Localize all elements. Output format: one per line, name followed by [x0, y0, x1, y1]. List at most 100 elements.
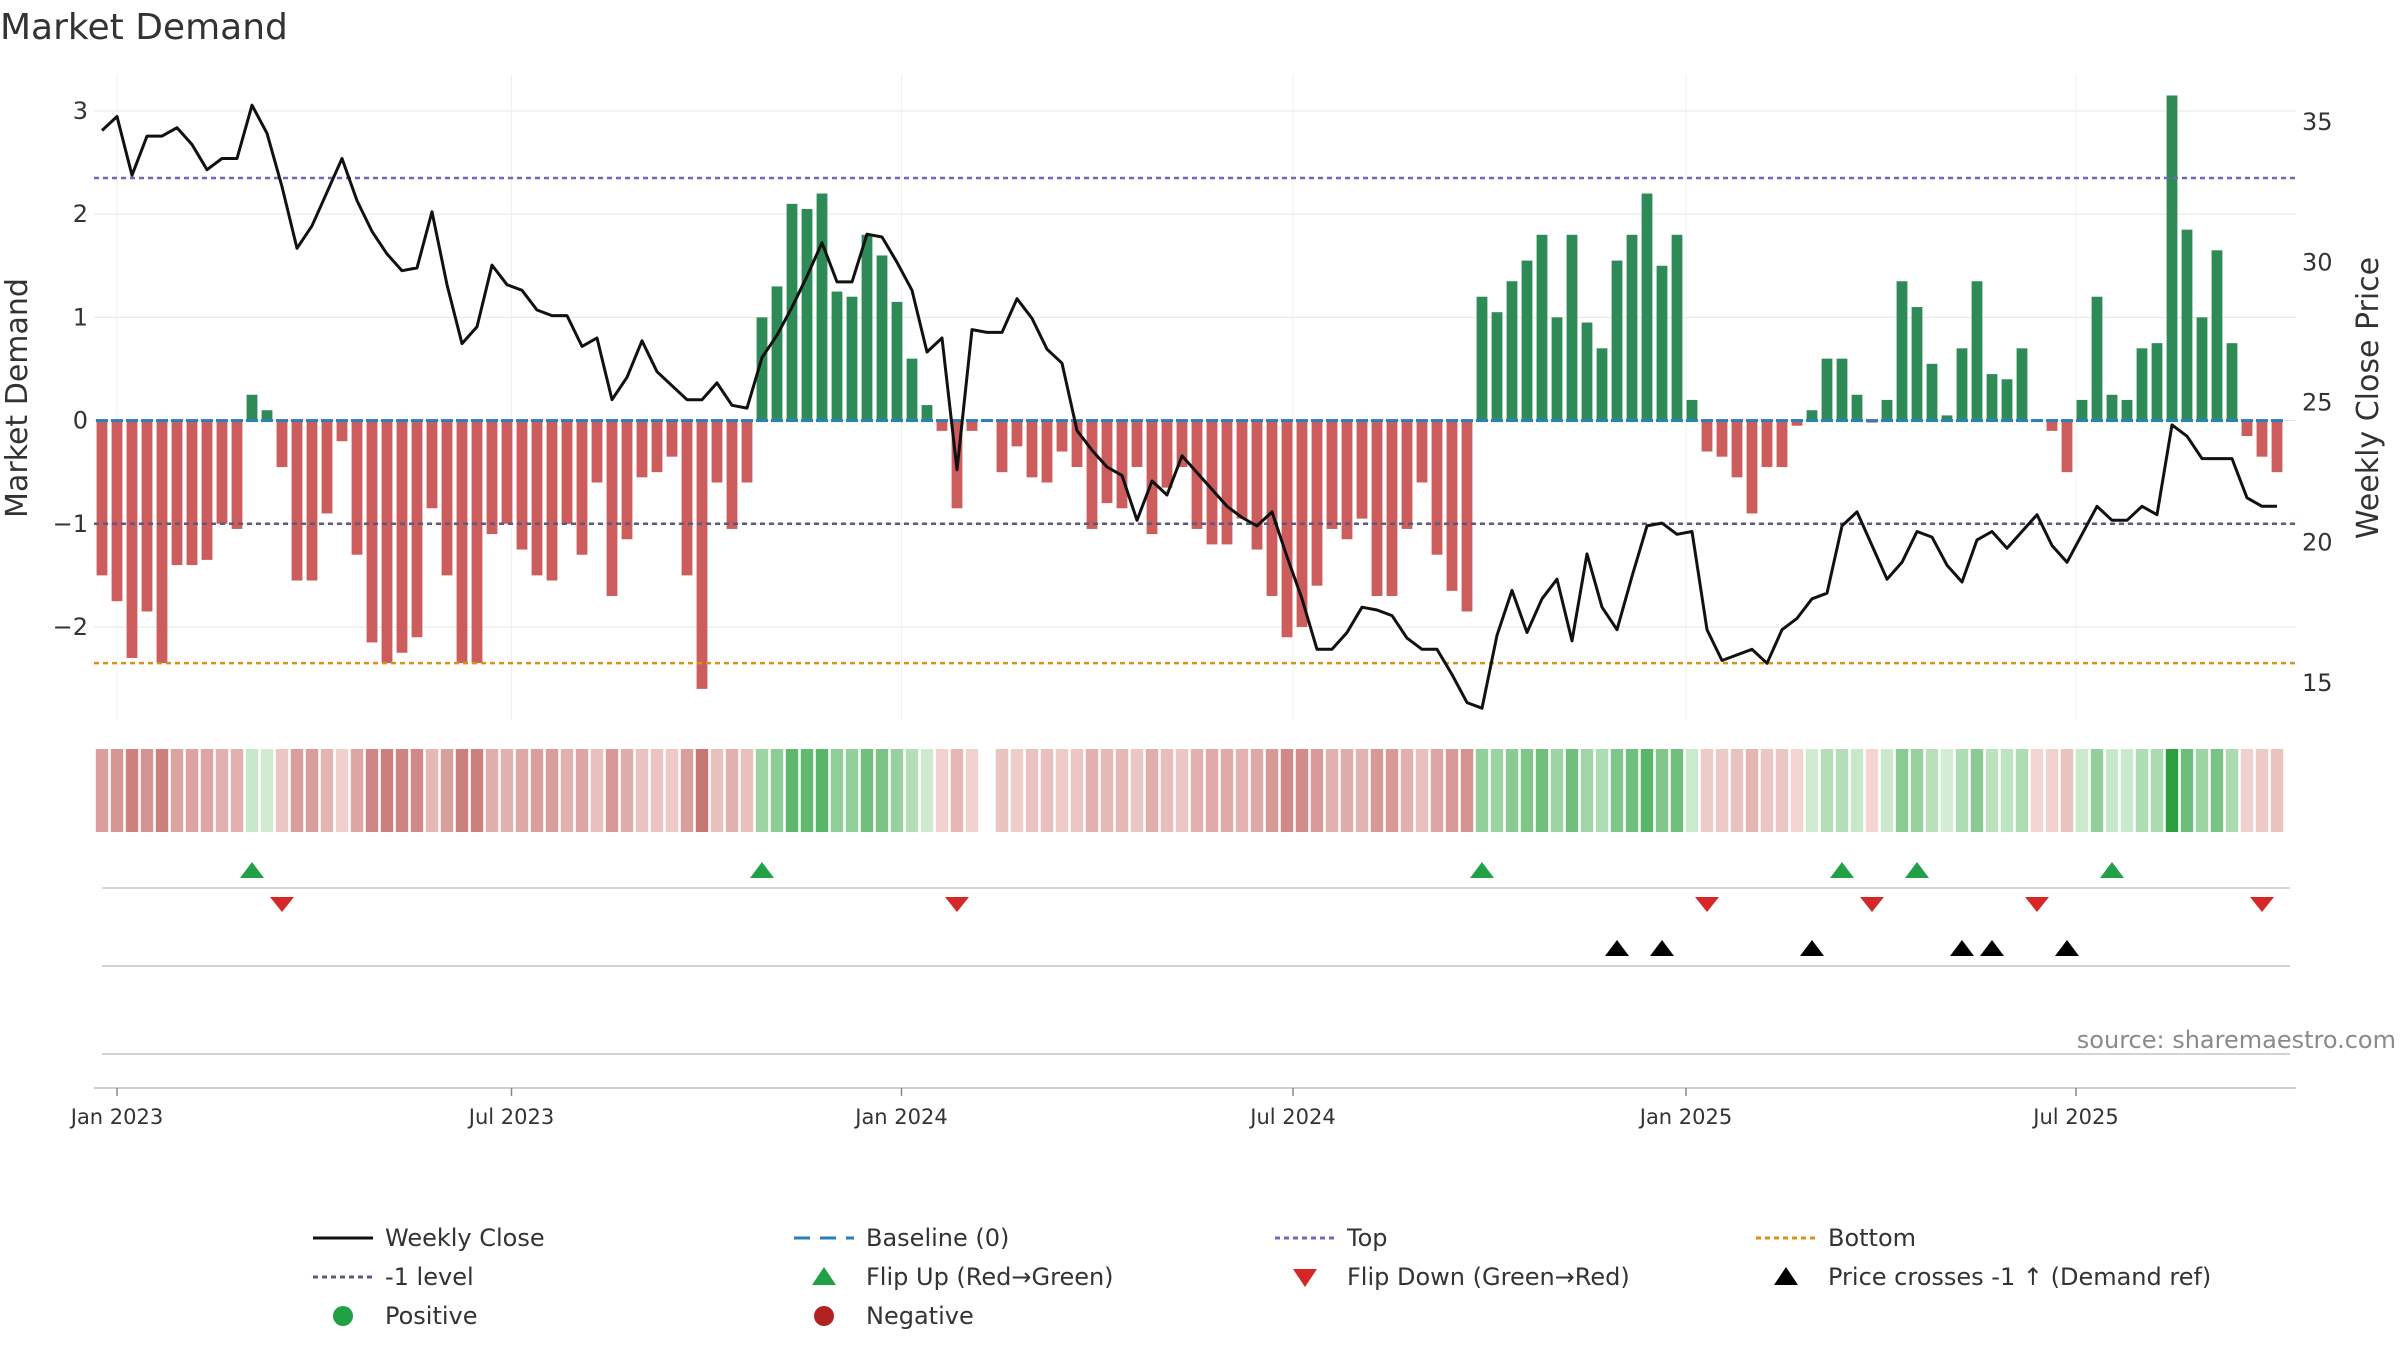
heat-cell-negative	[230, 749, 244, 832]
negative-bar	[1371, 420, 1383, 596]
negative-bar	[111, 420, 123, 602]
heat-cell-negative	[1445, 749, 1459, 832]
heat-cell-positive	[2075, 749, 2089, 832]
x-tick-label: Jul 2025	[2031, 1105, 2118, 1129]
heat-cell-negative	[590, 749, 604, 832]
y2-axis-label: Weekly Close Price	[2351, 257, 2386, 539]
positive-bar	[1956, 348, 1968, 421]
negative-bar	[441, 420, 453, 576]
legend-item-negative: Negative	[814, 1302, 974, 1330]
flip-down-marker	[2025, 897, 2049, 912]
negative-bar	[741, 420, 753, 483]
heat-cell-negative	[125, 749, 139, 832]
heat-cell-negative	[710, 749, 724, 832]
positive-bar	[801, 209, 813, 421]
heat-cell-negative	[1775, 749, 1789, 832]
positive-bar	[1626, 234, 1638, 421]
heat-cell-negative	[605, 749, 619, 832]
negative-bar	[546, 420, 558, 581]
heat-cell-positive	[1805, 749, 1819, 832]
heat-cell-negative	[335, 749, 349, 832]
negative-bar	[291, 420, 303, 581]
negative-bar	[621, 420, 633, 540]
positive-bar	[1476, 296, 1488, 421]
legend-label: Flip Down (Green→Red)	[1347, 1263, 1630, 1291]
negative-bar	[636, 420, 648, 478]
legend-item-baseline: Baseline (0)	[794, 1224, 1009, 1252]
heat-cell-positive	[1850, 749, 1864, 832]
negative-bar	[1416, 420, 1428, 483]
heat-cell-positive	[1550, 749, 1564, 832]
heat-cell-positive	[770, 749, 784, 832]
positive-bar	[906, 358, 918, 421]
negative-bar	[1761, 420, 1773, 467]
weekly-close-line	[100, 103, 2277, 710]
negative-bar	[2256, 420, 2268, 457]
negative-bar	[216, 420, 228, 524]
heat-cell-negative	[1400, 749, 1414, 832]
positive-bar	[1686, 399, 1698, 421]
negative-bar	[2046, 420, 2058, 431]
heat-cell-positive	[1910, 749, 1924, 832]
positive-bar	[2091, 296, 2103, 421]
positive-bar	[2226, 343, 2238, 421]
positive-bar	[2181, 229, 2193, 421]
heat-cell-negative	[1025, 749, 1039, 832]
positive-bar	[816, 193, 828, 421]
heat-cell-negative	[1385, 749, 1399, 832]
positive-bar	[1821, 358, 1833, 421]
x-tick-label: Jul 2024	[1248, 1105, 1335, 1129]
positive-bar	[1536, 234, 1548, 421]
negative-bar	[696, 420, 708, 689]
negative-bar	[726, 420, 738, 529]
negative-bar	[1131, 420, 1143, 467]
negative-bar	[456, 420, 468, 664]
heat-cell-negative	[215, 749, 229, 832]
heat-cell-positive	[830, 749, 844, 832]
flip-up-marker	[750, 862, 774, 878]
positive-bar	[1911, 307, 1923, 421]
x-tick-label: Jan 2025	[1638, 1105, 1733, 1129]
price-cross-marker	[1650, 940, 1674, 956]
positive-bar	[1941, 415, 1953, 421]
flip-down-marker	[270, 897, 294, 912]
demand-heat-strip	[95, 749, 2284, 832]
legend-item-flip-up: Flip Up (Red→Green)	[812, 1263, 1114, 1291]
heat-cell-negative	[425, 749, 439, 832]
negative-bar	[156, 420, 168, 664]
negative-bar	[606, 420, 618, 596]
heat-cell-negative	[545, 749, 559, 832]
heat-cell-negative	[1355, 749, 1369, 832]
negative-bar	[651, 420, 663, 473]
flip-up-marker	[240, 862, 264, 878]
negative-bar	[381, 420, 393, 664]
source-note: source: sharemaestro.com	[2077, 1026, 2396, 1054]
negative-bar	[1221, 420, 1233, 545]
legend-label: Positive	[385, 1302, 478, 1330]
y2-tick-label: 25	[2302, 389, 2333, 417]
heat-cell-negative	[1280, 749, 1294, 832]
heat-cell-positive	[1880, 749, 1894, 832]
negative-bar	[1251, 420, 1263, 550]
y2-tick-label: 30	[2302, 248, 2333, 276]
positive-bar	[1611, 260, 1623, 421]
negative-bar	[1776, 420, 1788, 467]
heat-cell-positive	[2195, 749, 2209, 832]
negative-bar	[501, 420, 513, 524]
legend-label: Weekly Close	[385, 1224, 545, 1252]
negative-bar	[276, 420, 288, 467]
legend-item-positive: Positive	[333, 1302, 478, 1330]
negative-bar	[1311, 420, 1323, 586]
negative-bar	[1146, 420, 1158, 535]
heat-cell-negative	[2240, 749, 2254, 832]
heat-cell-negative	[680, 749, 694, 832]
heat-cell-negative	[1100, 749, 1114, 832]
positive-bar	[1641, 193, 1653, 421]
negative-bar	[1791, 420, 1803, 426]
negative-bar	[516, 420, 528, 550]
heat-cell-negative	[305, 749, 319, 832]
heat-cell-negative	[110, 749, 124, 832]
heat-cell-negative	[1745, 749, 1759, 832]
positive-bar	[846, 296, 858, 421]
